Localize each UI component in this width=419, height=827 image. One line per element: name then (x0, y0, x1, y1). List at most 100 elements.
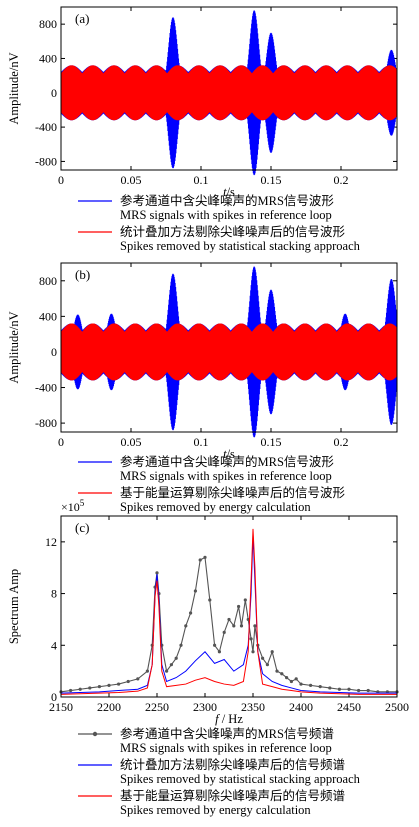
legend-label-cn: 参考通道中含尖峰噪声的MRS信号频谱 (120, 726, 334, 741)
legend-label-cn: 参考通道中含尖峰噪声的MRS信号波形 (120, 193, 334, 208)
legend-label-en: MRS signals with spikes in reference loo… (120, 208, 332, 222)
spectrum-point (145, 669, 149, 673)
spectrum-line-0 (60, 556, 397, 693)
y-tick-label: -400 (35, 120, 57, 134)
y-axis-label: Amplitude/nV (7, 311, 21, 383)
spectrum-point (97, 685, 101, 689)
spectrum-point (169, 663, 173, 667)
y-tick-label: -400 (35, 381, 57, 395)
panel-a-chart: 0 0.05 0.1 0.15 0.2 800 400 0 -400 -800 (a) t/s Ampl… (7, 6, 398, 199)
y-tick-label: 400 (39, 51, 57, 65)
y-tick-label: 12 (45, 535, 57, 549)
spectrum-line-1 (60, 535, 397, 694)
spectrum-point (357, 688, 361, 693)
plot-frame-top (60, 6, 398, 171)
y-multiplier-exp: 5 (80, 498, 85, 508)
x-tick-label: 0.2 (334, 173, 349, 187)
spectrum-point (165, 669, 169, 673)
x-tick-label: 2150 (49, 700, 73, 714)
x-axis-label-unit: / Hz (219, 712, 244, 726)
spectrum-point (88, 686, 92, 690)
spectrum-point (208, 598, 212, 602)
x-tick-label: 2300 (193, 700, 217, 714)
x-tick-label: 0 (58, 173, 64, 187)
y-tick-label: 4 (51, 638, 57, 652)
y-tick-label: 8 (51, 587, 57, 601)
plot-frame-top (60, 515, 398, 698)
spectrum-point (275, 669, 279, 673)
x-tick-label: 2450 (337, 700, 361, 714)
x-axis-label-var: t (223, 447, 227, 461)
series-line-removed (60, 65, 398, 121)
spectrum-point (285, 676, 289, 680)
spectrum-point (232, 624, 236, 628)
x-axis-label-var: t (223, 185, 227, 199)
spectrum-point (251, 650, 255, 654)
x-tick-label: 0.1 (194, 435, 209, 449)
x-axis-label: t/s (223, 185, 235, 199)
x-tick-label: 2200 (97, 700, 121, 714)
x-axis-label: t/s (223, 447, 235, 461)
legend-label-en: Spikes removed by energy calculation (120, 500, 311, 514)
spectrum-point (347, 687, 351, 691)
spectrum-point (198, 558, 202, 562)
x-tick-label: 2500 (385, 700, 409, 714)
spectrum-point (239, 624, 244, 628)
x-tick-label: 0.15 (261, 435, 282, 449)
spectrum-point (249, 637, 253, 641)
legend-label-cn: 统计叠加方法剔除尖峰噪声后的信号波形 (120, 224, 346, 239)
x-axis-label-var: f (215, 712, 220, 726)
x-tick-label: 0.05 (121, 173, 142, 187)
spectrum-point (237, 604, 241, 609)
spectrum-point (213, 643, 217, 647)
spectrum-point (227, 617, 231, 622)
spectrum-point (253, 624, 257, 628)
x-tick-label: 0.2 (334, 435, 349, 449)
x-axis-label-unit: /s (227, 185, 235, 199)
y-axis-label: Amplitude/nV (7, 52, 21, 124)
spectrum-point (126, 679, 130, 684)
y-multiplier-base: ×10 (61, 500, 80, 514)
y-tick-label: 0 (51, 345, 57, 359)
plot-frame (60, 515, 398, 698)
y-tick-label: 0 (51, 86, 57, 100)
spectrum-point (189, 611, 193, 615)
legend-label-cn: 统计叠加方法剔除尖峰噪声后的信号频谱 (120, 757, 345, 772)
spectrum-point (265, 663, 269, 667)
legend-label-en: MRS signals with spikes in reference loo… (120, 741, 332, 755)
y-tick-label: -800 (35, 154, 57, 168)
legend-label-en: Spikes removed by energy calculation (120, 803, 311, 817)
spectrum-point (78, 687, 82, 691)
y-tick-label: 0 (51, 690, 57, 704)
spectrum-point (179, 643, 183, 647)
spectrum-point (217, 650, 221, 654)
spectrum-point (243, 598, 247, 602)
spectrum-line-2 (60, 528, 397, 695)
x-tick-label: 2350 (241, 700, 265, 714)
spectrum-point (328, 686, 332, 690)
spectrum-point (270, 650, 274, 654)
spectrum-point (136, 677, 140, 681)
spectrum-point (117, 682, 121, 686)
spectrum-point (193, 589, 197, 593)
legend-label-cn: 参考通道中含尖峰噪声的MRS信号波形 (120, 454, 334, 469)
spectrum-point (289, 679, 293, 684)
panel-c-chart: 2150 2200 2250 2300 2350 2400 2450 2500 12 8 4 0 (c)… (7, 498, 409, 726)
x-tick-label: 2400 (289, 700, 313, 714)
y-tick-label: -800 (35, 416, 57, 430)
x-tick-label: 0.15 (261, 173, 282, 187)
legend-label-en: Spikes removed by statistical stacking a… (120, 772, 361, 786)
spectrum-point (184, 624, 188, 628)
y-tick-label: 400 (39, 309, 57, 323)
x-axis-label: f / Hz (215, 712, 243, 726)
spectrum-point (155, 571, 159, 575)
spectrum-point (107, 683, 111, 687)
spectrum-point (69, 688, 73, 693)
y-axis-label: Spectrum Amp (7, 569, 21, 644)
spectrum-point (299, 682, 303, 686)
x-tick-label: 0.05 (121, 435, 142, 449)
